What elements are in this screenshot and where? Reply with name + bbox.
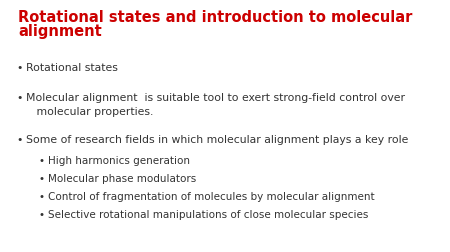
Text: Molecular phase modulators: Molecular phase modulators <box>48 173 196 183</box>
Text: •: • <box>38 173 44 183</box>
Text: alignment: alignment <box>18 24 102 39</box>
Text: •: • <box>16 63 22 73</box>
Text: •: • <box>16 135 22 144</box>
Text: •: • <box>38 191 44 201</box>
Text: Control of fragmentation of molecules by molecular alignment: Control of fragmentation of molecules by… <box>48 191 374 201</box>
Text: High harmonics generation: High harmonics generation <box>48 155 190 165</box>
Text: •: • <box>16 93 22 103</box>
Text: •: • <box>38 209 44 219</box>
Text: Selective rotational manipulations of close molecular species: Selective rotational manipulations of cl… <box>48 209 369 219</box>
Text: Molecular alignment  is suitable tool to exert strong-field control over
   mole: Molecular alignment is suitable tool to … <box>26 93 405 116</box>
Text: Some of research fields in which molecular alignment plays a key role: Some of research fields in which molecul… <box>26 135 409 144</box>
Text: •: • <box>38 155 44 165</box>
Text: Rotational states and introduction to molecular: Rotational states and introduction to mo… <box>18 10 412 25</box>
Text: Rotational states: Rotational states <box>26 63 118 73</box>
